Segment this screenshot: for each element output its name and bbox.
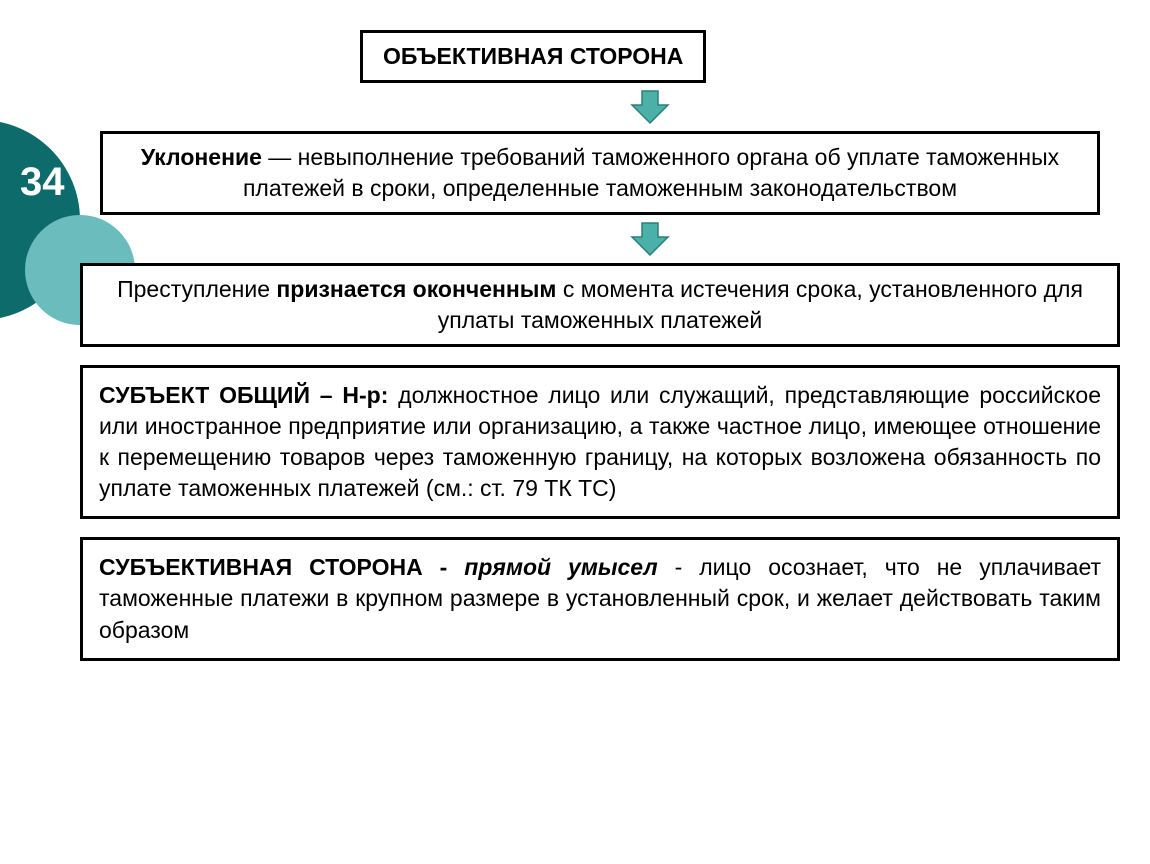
arrow-2-container [180,221,1120,257]
arrow-1-container [180,89,1120,125]
evasion-text: — невыполнение требований таможенного ор… [243,144,1059,201]
crime-bold: признается оконченным [276,276,556,302]
arrow-down-icon [630,89,670,125]
arrow-down-icon [630,221,670,257]
subjside-italic: прямой умысел [464,554,657,580]
evasion-bold: Уклонение [141,144,262,170]
box-title: ОБЪЕКТИВНАЯ СТОРОНА [360,30,706,83]
title-text: ОБЪЕКТИВНАЯ СТОРОНА [383,43,683,69]
content-area: ОБЪЕКТИВНАЯ СТОРОНА Уклонение — невыполн… [80,30,1120,661]
box-subject: СУБЪЕКТ ОБЩИЙ – Н-р: должностное лицо ил… [80,365,1120,519]
box-subjective-side: СУБЪЕКТИВНАЯ СТОРОНА - прямой умысел - л… [80,537,1120,660]
box-crime-complete: Преступление признается оконченным с мом… [80,263,1120,347]
subject-bold: СУБЪЕКТ ОБЩИЙ – Н-р: [99,382,388,408]
box-evasion: Уклонение — невыполнение требований тамо… [100,131,1100,215]
subjside-bold: СУБЪЕКТИВНАЯ СТОРОНА - [99,554,464,580]
crime-prefix: Преступление [117,276,276,302]
slide-number: 34 [20,160,65,205]
